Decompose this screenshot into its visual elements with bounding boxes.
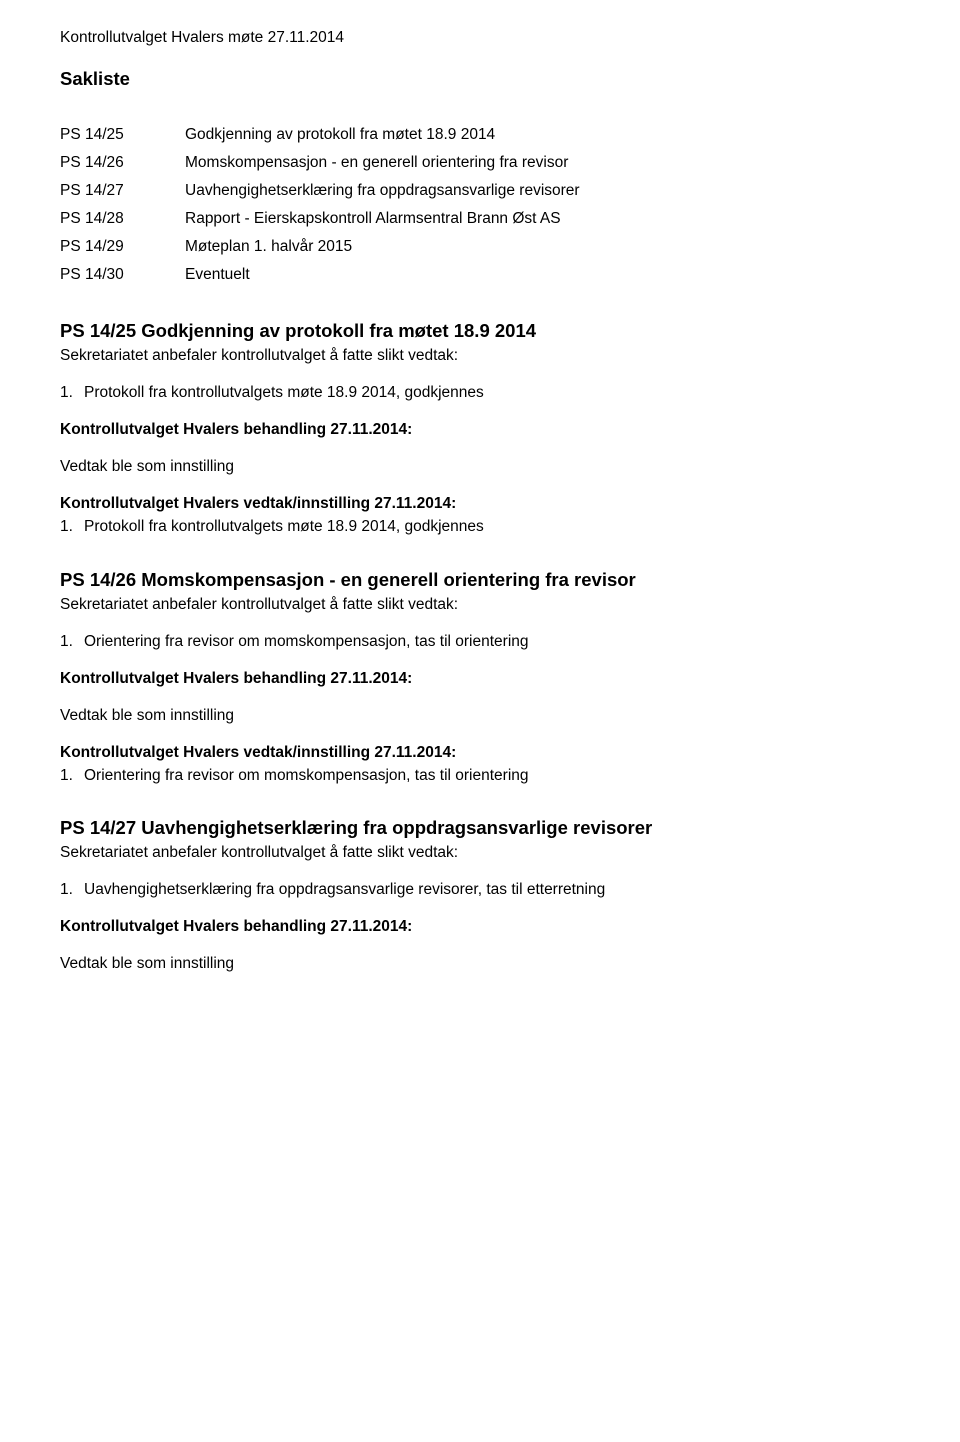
recommend-line: Sekretariatet anbefaler kontrollutvalget… [60,843,900,864]
agenda-desc: Momskompensasjon - en generell orienteri… [185,150,580,178]
point-text: Orientering fra revisor om momskompensas… [84,767,529,784]
table-row: PS 14/25 Godkjenning av protokoll fra mø… [60,122,580,150]
point-number: 1. [60,517,84,538]
recommend-line: Sekretariatet anbefaler kontrollutvalget… [60,595,900,616]
agenda-id: PS 14/25 [60,122,185,150]
agenda-desc: Uavhengighetserklæring fra oppdragsansva… [185,178,580,206]
item-block-14-27: PS 14/27 Uavhengighetserklæring fra oppd… [60,816,900,975]
vedtak-innstilling-title: Kontrollutvalget Hvalers vedtak/innstill… [60,743,900,764]
numbered-point: 1.Orientering fra revisor om momskompens… [84,632,900,653]
point-text: Protokoll fra kontrollutvalgets møte 18.… [84,384,484,401]
vedtak-som-innstilling: Vedtak ble som innstilling [60,954,900,975]
point-text: Protokoll fra kontrollutvalgets møte 18.… [84,518,484,535]
numbered-point: 1.Protokoll fra kontrollutvalgets møte 1… [84,517,900,538]
behandling-title: Kontrollutvalget Hvalers behandling 27.1… [60,669,900,690]
numbered-point: 1.Protokoll fra kontrollutvalgets møte 1… [84,383,900,404]
agenda-id: PS 14/29 [60,234,185,262]
item-heading: PS 14/27 Uavhengighetserklæring fra oppd… [60,816,900,841]
item-block-14-26: PS 14/26 Momskompensasjon - en generell … [60,568,900,787]
agenda-desc: Møteplan 1. halvår 2015 [185,234,580,262]
point-number: 1. [60,766,84,787]
point-number: 1. [60,880,84,901]
agenda-id: PS 14/26 [60,150,185,178]
agenda-desc: Godkjenning av protokoll fra møtet 18.9 … [185,122,580,150]
point-number: 1. [60,632,84,653]
vedtak-innstilling-title: Kontrollutvalget Hvalers vedtak/innstill… [60,494,900,515]
numbered-point: 1.Uavhengighetserklæring fra oppdragsans… [84,880,900,901]
sakliste-heading: Sakliste [60,67,900,92]
table-row: PS 14/29 Møteplan 1. halvår 2015 [60,234,580,262]
vedtak-som-innstilling: Vedtak ble som innstilling [60,457,900,478]
vedtak-som-innstilling: Vedtak ble som innstilling [60,706,900,727]
item-heading: PS 14/26 Momskompensasjon - en generell … [60,568,900,593]
point-number: 1. [60,383,84,404]
table-row: PS 14/28 Rapport - Eierskapskontroll Ala… [60,206,580,234]
agenda-desc: Eventuelt [185,262,580,290]
numbered-point: 1.Orientering fra revisor om momskompens… [84,766,900,787]
behandling-title: Kontrollutvalget Hvalers behandling 27.1… [60,420,900,441]
item-block-14-25: PS 14/25 Godkjenning av protokoll fra mø… [60,319,900,538]
point-text: Uavhengighetserklæring fra oppdragsansva… [84,881,605,898]
agenda-desc: Rapport - Eierskapskontroll Alarmsentral… [185,206,580,234]
agenda-id: PS 14/27 [60,178,185,206]
item-heading: PS 14/25 Godkjenning av protokoll fra mø… [60,319,900,344]
table-row: PS 14/27 Uavhengighetserklæring fra oppd… [60,178,580,206]
point-text: Orientering fra revisor om momskompensas… [84,633,529,650]
agenda-id: PS 14/28 [60,206,185,234]
behandling-title: Kontrollutvalget Hvalers behandling 27.1… [60,917,900,938]
meeting-header: Kontrollutvalget Hvalers møte 27.11.2014 [60,28,900,49]
agenda-table: PS 14/25 Godkjenning av protokoll fra mø… [60,122,580,290]
recommend-line: Sekretariatet anbefaler kontrollutvalget… [60,346,900,367]
table-row: PS 14/30 Eventuelt [60,262,580,290]
table-row: PS 14/26 Momskompensasjon - en generell … [60,150,580,178]
agenda-id: PS 14/30 [60,262,185,290]
